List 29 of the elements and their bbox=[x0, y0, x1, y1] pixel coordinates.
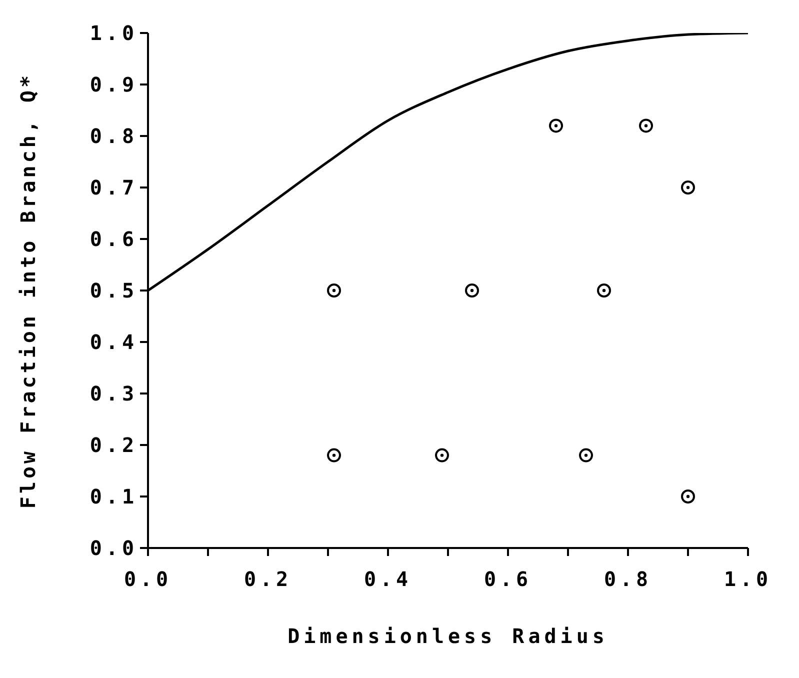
point bbox=[597, 284, 611, 298]
y-tick-label: 0.0 bbox=[90, 536, 138, 560]
point bbox=[435, 448, 449, 462]
point bbox=[639, 118, 653, 133]
point bbox=[681, 490, 695, 504]
x-tick-label: 0.4 bbox=[364, 567, 412, 592]
x-tick-label: 1.0 bbox=[724, 567, 772, 592]
y-tick-label: 0.7 bbox=[90, 176, 138, 200]
y-tick-label: 0.6 bbox=[90, 227, 138, 252]
y-tick-label: 0.5 bbox=[90, 278, 138, 303]
y-axis-title: Flow Fraction into Branch, Q* bbox=[16, 72, 40, 509]
y-tick-label: 0.4 bbox=[90, 330, 138, 354]
x-tick-label: 0.8 bbox=[604, 567, 652, 592]
y-tick-label: 1.0 bbox=[90, 21, 138, 46]
point bbox=[465, 284, 479, 298]
y-tick-label: 0.9 bbox=[90, 72, 138, 97]
y-tick-label: 0.3 bbox=[90, 382, 138, 406]
x-tick-label: 0.6 bbox=[484, 567, 532, 592]
y-tick-label: 0.1 bbox=[90, 484, 138, 509]
y-tick-label: 0.8 bbox=[90, 124, 138, 148]
point bbox=[327, 448, 341, 462]
point bbox=[579, 448, 593, 462]
point bbox=[681, 180, 695, 194]
point bbox=[327, 284, 341, 298]
x-tick-label: 0.2 bbox=[244, 567, 292, 592]
point bbox=[549, 118, 563, 133]
x-tick-label: 0.0 bbox=[124, 567, 172, 592]
y-tick-label: 0.2 bbox=[90, 433, 138, 458]
x-axis-title: Dimensionless Radius bbox=[288, 624, 608, 648]
